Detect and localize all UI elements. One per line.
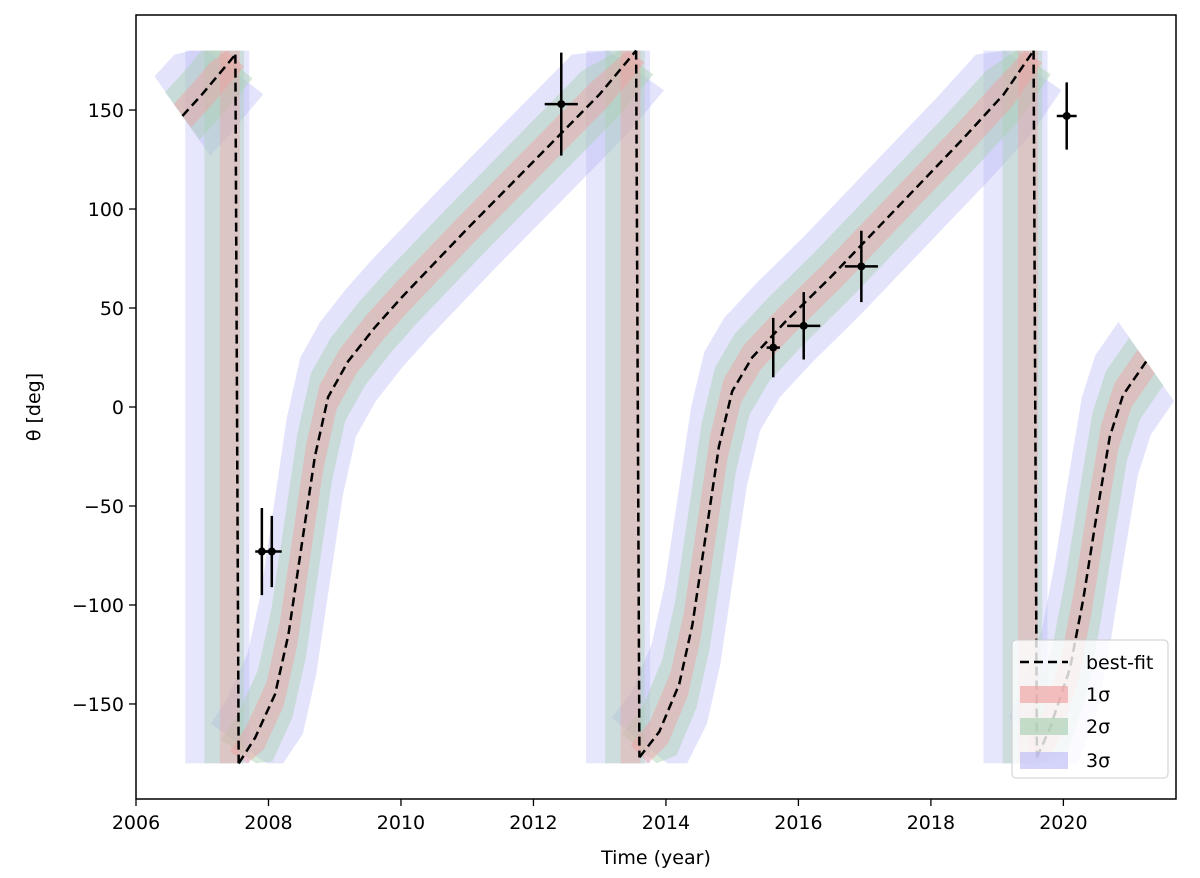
band-3sigma-segment-2: [611, 50, 1062, 764]
band-2sigma-segment-0: [165, 50, 253, 140]
legend-2sigma-label: 2σ: [1086, 716, 1110, 738]
legend-1sigma-label: 1σ: [1086, 684, 1110, 706]
x-axis-ticks: 2006 2008 2010 2012 2014 2016 2018 2020: [112, 799, 1088, 834]
x-tick-label-2020: 2020: [1039, 812, 1087, 834]
band-1sigma-segment-0: [173, 50, 244, 128]
band-1sigma-wrap-1: [219, 50, 240, 764]
best-fit-wrap-2: [634, 50, 641, 758]
best-fit-wrap-1: [234, 54, 240, 764]
x-tick-label-2008: 2008: [244, 812, 292, 834]
y-tick-label--50: −50: [84, 496, 124, 518]
data-point-3-marker: [769, 343, 778, 352]
data-point-4: [787, 292, 821, 360]
legend-box: [1011, 639, 1169, 779]
legend-3sigma-swatch: [1020, 752, 1068, 769]
legend-2sigma-swatch: [1020, 718, 1068, 735]
x-tick-label-2006: 2006: [112, 812, 160, 834]
data-points: [255, 52, 1077, 596]
y-axis-ticks: −150 −100 −50 0 50 100 150: [72, 100, 136, 716]
y-tick-label--150: −150: [72, 694, 124, 716]
band-1sigma-wrap-2: [620, 50, 641, 764]
x-tick-label-2012: 2012: [509, 812, 557, 834]
x-tick-label-2018: 2018: [907, 812, 955, 834]
best-fit-segment-0: [181, 53, 237, 117]
x-tick-label-2014: 2014: [642, 812, 690, 834]
y-tick-label-50: 50: [100, 298, 124, 320]
x-tick-label-2016: 2016: [774, 812, 822, 834]
legend-best-fit-label: best-fit: [1086, 652, 1153, 674]
data-point-2-marker: [557, 100, 566, 109]
data-point-1: [261, 515, 282, 588]
band-1sigma-segment-3: [1028, 349, 1155, 764]
band-1sigma-wrap-3: [1018, 50, 1038, 764]
data-point-6: [1056, 82, 1077, 150]
x-tick-label-2010: 2010: [377, 812, 425, 834]
best-fit-segment-1: [237, 49, 638, 765]
data-point-4-marker: [799, 321, 808, 330]
legend-1sigma-swatch: [1020, 686, 1068, 703]
band-3sigma-segment-1: [210, 50, 664, 764]
data-point-5: [844, 230, 878, 303]
band-1sigma-segment-1: [230, 50, 645, 764]
legend-3sigma-label: 3σ: [1086, 750, 1110, 772]
band-1sigma-segment-2: [630, 50, 1043, 764]
band-2sigma-segment-1: [221, 50, 654, 764]
band-2sigma-segment-2: [622, 50, 1051, 764]
data-point-1-marker: [267, 547, 276, 556]
data-point-2: [544, 52, 578, 156]
data-point-6-marker: [1062, 111, 1071, 120]
legend: best-fit 1σ 2σ 3σ: [1011, 639, 1169, 779]
y-tick-label-100: 100: [88, 199, 124, 221]
y-tick-label-0: 0: [112, 397, 124, 419]
y-tick-label-150: 150: [88, 100, 124, 122]
x-axis-label: Time (year): [600, 847, 711, 869]
y-tick-label--100: −100: [72, 595, 124, 617]
data-point-3: [766, 317, 780, 378]
y-axis-label: θ [deg]: [23, 373, 45, 441]
data-point-5-marker: [857, 262, 866, 271]
